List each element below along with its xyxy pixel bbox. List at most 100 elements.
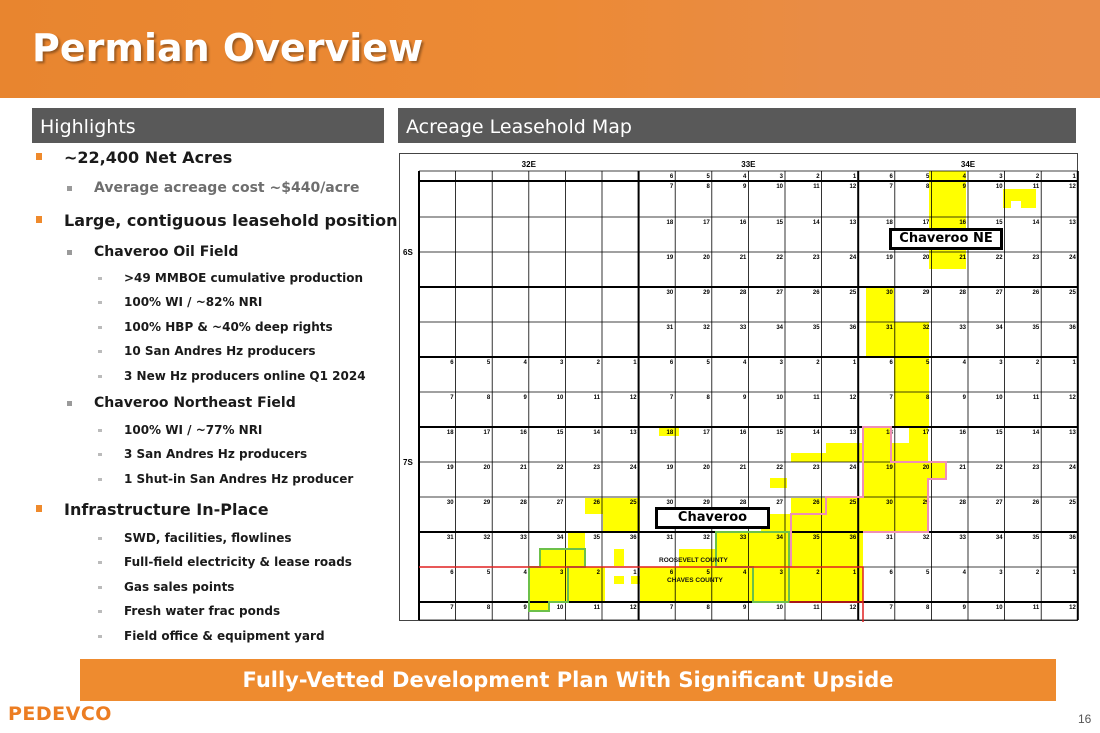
bullet-icon bbox=[36, 216, 42, 223]
section-number: 7 bbox=[889, 605, 893, 611]
header-banner: Permian Overview bbox=[0, 0, 1100, 98]
county-line bbox=[419, 566, 864, 622]
section-number: 33 bbox=[959, 535, 966, 541]
section-number: 18 bbox=[667, 220, 674, 226]
section-number: 6 bbox=[889, 174, 893, 180]
section-number: 26 bbox=[1033, 290, 1040, 296]
section-number: 17 bbox=[703, 430, 710, 436]
section-number: 7 bbox=[889, 395, 893, 401]
section-number: 10 bbox=[996, 605, 1003, 611]
section-number: 27 bbox=[996, 290, 1003, 296]
section-number: 1 bbox=[853, 570, 857, 576]
section-number: 8 bbox=[926, 395, 930, 401]
acreage-parcel bbox=[929, 171, 966, 269]
section-number: 8 bbox=[487, 605, 491, 611]
highlight-text: 3 New Hz producers online Q1 2024 bbox=[124, 369, 366, 383]
section-number: 24 bbox=[850, 255, 857, 261]
acreage-parcel bbox=[640, 567, 863, 602]
section-number: 6 bbox=[889, 360, 893, 366]
bullet-icon bbox=[98, 610, 102, 613]
acreage-parcel bbox=[659, 428, 679, 436]
section-number: 1 bbox=[853, 360, 857, 366]
section-number: 4 bbox=[743, 174, 747, 180]
section-number: 4 bbox=[523, 360, 527, 366]
acreage-parcel bbox=[770, 478, 787, 488]
highlight-text: ~22,400 Net Acres bbox=[64, 148, 233, 167]
highlight-text: Average acreage cost ~$440/acre bbox=[94, 180, 360, 196]
section-number: 18 bbox=[886, 430, 893, 436]
section-number: 25 bbox=[850, 500, 857, 506]
section-number: 14 bbox=[593, 430, 600, 436]
section-number: 16 bbox=[520, 430, 527, 436]
section-number: 20 bbox=[923, 465, 930, 471]
section-number: 13 bbox=[850, 220, 857, 226]
section-number: 34 bbox=[996, 325, 1003, 331]
section-number: 8 bbox=[706, 184, 710, 190]
acreage-parcel bbox=[791, 453, 826, 462]
bullet-icon bbox=[98, 350, 102, 353]
section-number: 20 bbox=[923, 255, 930, 261]
section-number: 1 bbox=[1072, 174, 1076, 180]
section-number: 28 bbox=[520, 500, 527, 506]
chaveroo-label: Chaveroo bbox=[655, 507, 770, 529]
section-number: 30 bbox=[667, 290, 674, 296]
bullet-icon bbox=[36, 153, 42, 160]
section-number: 12 bbox=[1069, 395, 1076, 401]
section-number: 11 bbox=[813, 395, 820, 401]
section-number: 19 bbox=[886, 255, 893, 261]
section-number: 12 bbox=[1069, 184, 1076, 190]
section-number: 24 bbox=[850, 465, 857, 471]
acreage-map: 6 5 4 3 2 1 6 5 4 3 2 1 7 8 9 10 11 12 7 8 9 10 11 12 18 17 16 15 14… bbox=[399, 153, 1079, 622]
section-number: 7 bbox=[450, 605, 454, 611]
acreage-parcel bbox=[1003, 201, 1011, 208]
section-number: 29 bbox=[923, 290, 930, 296]
section-number: 28 bbox=[740, 500, 747, 506]
section-number: 19 bbox=[447, 465, 454, 471]
section-number: 35 bbox=[1033, 535, 1040, 541]
section-number: 6 bbox=[450, 360, 454, 366]
section-number: 7 bbox=[670, 605, 674, 611]
section-number: 26 bbox=[1033, 500, 1040, 506]
section-number: 5 bbox=[926, 570, 930, 576]
section-number: 6 bbox=[670, 570, 674, 576]
section-number: 17 bbox=[923, 430, 930, 436]
section-number: 33 bbox=[740, 535, 747, 541]
section-number: 27 bbox=[776, 290, 783, 296]
section-number: 26 bbox=[593, 500, 600, 506]
section-number: 8 bbox=[926, 184, 930, 190]
page-title: Permian Overview bbox=[32, 26, 424, 70]
section-number: 11 bbox=[594, 395, 601, 401]
page-number: 16 bbox=[1078, 712, 1092, 726]
section-number: 31 bbox=[667, 325, 674, 331]
section-number: 24 bbox=[630, 465, 637, 471]
highlights-heading: Highlights bbox=[32, 108, 384, 143]
highlight-text: Chaveroo Oil Field bbox=[94, 244, 239, 260]
section-number: 34 bbox=[996, 535, 1003, 541]
section-number: 10 bbox=[557, 605, 564, 611]
section-number: 32 bbox=[923, 535, 930, 541]
highlight-item: Infrastructure In-Place bbox=[36, 500, 269, 519]
section-number: 14 bbox=[1033, 220, 1040, 226]
section-number: 10 bbox=[557, 395, 564, 401]
section-number: 18 bbox=[447, 430, 454, 436]
section-number: 9 bbox=[963, 605, 967, 611]
section-number: 27 bbox=[776, 500, 783, 506]
section-number: 13 bbox=[850, 430, 857, 436]
section-number: 16 bbox=[740, 430, 747, 436]
section-number: 3 bbox=[560, 360, 564, 366]
section-number: 1 bbox=[633, 360, 637, 366]
highlight-item: >49 MMBOE cumulative production bbox=[98, 271, 363, 285]
section-number: 30 bbox=[886, 500, 893, 506]
highlight-item: 10 San Andres Hz producers bbox=[98, 344, 316, 358]
section-number: 7 bbox=[450, 395, 454, 401]
range-label: 34E bbox=[961, 160, 976, 169]
section-number: 33 bbox=[740, 325, 747, 331]
summary-banner: Fully-Vetted Development Plan With Signi… bbox=[80, 659, 1056, 701]
section-number: 2 bbox=[816, 570, 820, 576]
section-number: 3 bbox=[560, 570, 564, 576]
section-number: 4 bbox=[963, 360, 967, 366]
section-number: 12 bbox=[1069, 605, 1076, 611]
section-number: 21 bbox=[959, 255, 966, 261]
highlight-item: Chaveroo Northeast Field bbox=[67, 395, 296, 411]
acreage-parcel bbox=[909, 427, 928, 443]
